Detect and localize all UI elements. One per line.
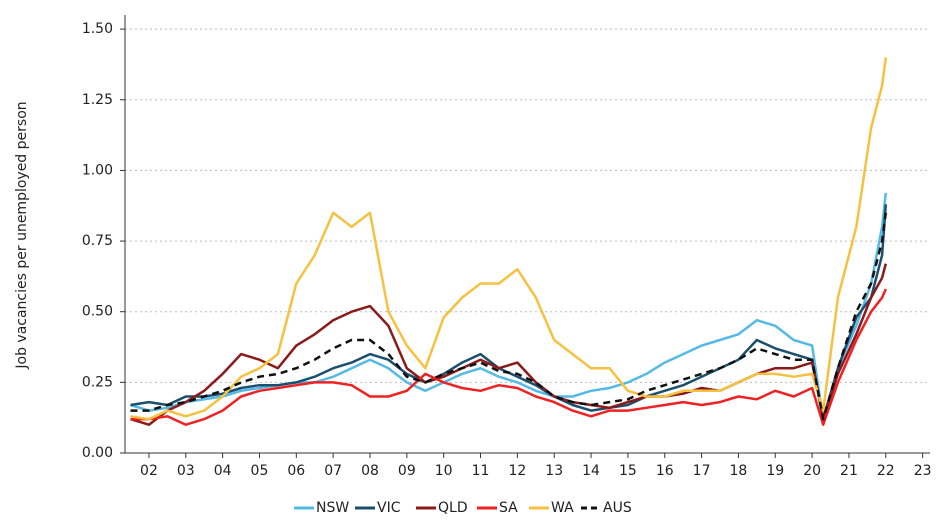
legend-label: WA: [551, 500, 574, 516]
x-tick-label: 02: [140, 463, 158, 479]
x-tick-label: 05: [251, 463, 269, 479]
x-tick-label: 09: [398, 463, 416, 479]
x-tick-label: 23: [914, 463, 932, 479]
legend-label: AUS: [603, 500, 632, 516]
series-line: [130, 192, 888, 421]
x-tick-label: 08: [361, 463, 379, 479]
legend-label: SA: [499, 500, 518, 516]
x-tick-label: 16: [656, 463, 674, 479]
series-line: [130, 263, 888, 426]
x-tick-label: 12: [508, 463, 526, 479]
x-tick-label: 18: [730, 463, 748, 479]
x-tick-label: 14: [582, 463, 600, 479]
series-line: [130, 204, 888, 421]
y-tick-label: 1.25: [82, 92, 113, 108]
x-tick-label: 21: [840, 463, 858, 479]
y-tick-label: 0.00: [82, 445, 113, 461]
legend-label: NSW: [316, 500, 349, 516]
x-tick-label: 11: [472, 463, 490, 479]
y-tick-label: 0.75: [82, 233, 113, 249]
x-tick-label: 20: [803, 463, 821, 479]
x-tick-label: 22: [877, 463, 895, 479]
series-line: [130, 212, 888, 421]
legend-label: VIC: [377, 500, 401, 516]
x-tick-label: 17: [693, 463, 711, 479]
x-tick-label: 06: [287, 463, 305, 479]
series-line: [130, 288, 887, 426]
x-tick-label: 10: [435, 463, 453, 479]
series-line: [130, 57, 888, 421]
x-tick-label: 03: [177, 463, 195, 479]
y-tick-label: 0.50: [82, 304, 113, 320]
y-tick-label: 1.00: [82, 162, 113, 178]
x-tick-label: 19: [766, 463, 784, 479]
x-tick-label: 07: [324, 463, 342, 479]
y-axis-label: Job vacancies per unemployed person: [14, 101, 30, 369]
y-tick-label: 1.50: [82, 21, 113, 37]
x-tick-label: 13: [545, 463, 563, 479]
x-tick-label: 04: [214, 463, 232, 479]
x-tick-label: 15: [619, 463, 637, 479]
y-tick-label: 0.25: [82, 374, 113, 390]
legend-label: QLD: [438, 500, 468, 516]
